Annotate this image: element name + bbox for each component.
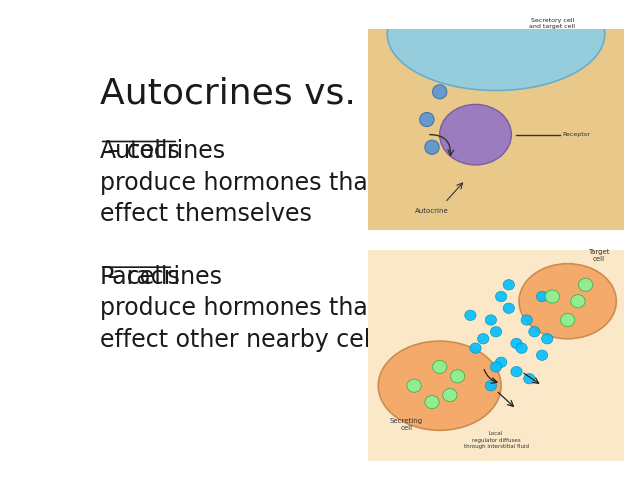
- Text: Secretory cell
and target cell: Secretory cell and target cell: [529, 18, 575, 29]
- Circle shape: [443, 388, 457, 402]
- Circle shape: [470, 343, 481, 353]
- Circle shape: [541, 334, 553, 344]
- Circle shape: [521, 315, 532, 325]
- Circle shape: [495, 357, 507, 367]
- Text: – cells
produce hormones that
effect themselves: – cells produce hormones that effect the…: [100, 139, 377, 226]
- FancyBboxPatch shape: [365, 26, 627, 233]
- Circle shape: [425, 396, 439, 408]
- Circle shape: [407, 379, 421, 392]
- Circle shape: [571, 295, 585, 308]
- Circle shape: [465, 310, 476, 321]
- Circle shape: [503, 280, 515, 290]
- Circle shape: [524, 373, 535, 384]
- Circle shape: [536, 291, 548, 302]
- Circle shape: [561, 313, 575, 326]
- Circle shape: [451, 370, 465, 383]
- Circle shape: [485, 381, 497, 391]
- Circle shape: [495, 291, 507, 302]
- Ellipse shape: [378, 341, 501, 430]
- Text: Autocrine: Autocrine: [415, 208, 449, 214]
- Circle shape: [545, 290, 559, 303]
- Ellipse shape: [440, 104, 511, 165]
- Circle shape: [536, 350, 548, 360]
- Text: Paracrines: Paracrines: [100, 264, 223, 288]
- Text: Local
regulator diffuses
through interstitial fluid: Local regulator diffuses through interst…: [463, 432, 529, 449]
- Text: – cells
produce hormones that
effect other nearby cells: – cells produce hormones that effect oth…: [100, 264, 389, 352]
- Text: Autocrines vs. Paracrines: Autocrines vs. Paracrines: [100, 76, 556, 110]
- Text: Secreting
cell: Secreting cell: [390, 418, 423, 432]
- Circle shape: [433, 85, 447, 99]
- Circle shape: [511, 366, 522, 377]
- FancyBboxPatch shape: [365, 247, 627, 463]
- Ellipse shape: [519, 264, 616, 339]
- Text: Target
cell: Target cell: [588, 249, 609, 263]
- Text: Autocrines: Autocrines: [100, 139, 226, 163]
- Circle shape: [477, 334, 489, 344]
- Circle shape: [511, 338, 522, 348]
- Text: Receptor: Receptor: [563, 132, 591, 137]
- Circle shape: [490, 362, 502, 372]
- Circle shape: [425, 140, 439, 154]
- Circle shape: [503, 303, 515, 313]
- Circle shape: [420, 112, 434, 127]
- Circle shape: [579, 278, 593, 291]
- Circle shape: [516, 343, 527, 353]
- Circle shape: [433, 360, 447, 373]
- Circle shape: [490, 326, 502, 337]
- Ellipse shape: [387, 0, 605, 91]
- Circle shape: [529, 326, 540, 337]
- Circle shape: [485, 315, 497, 325]
